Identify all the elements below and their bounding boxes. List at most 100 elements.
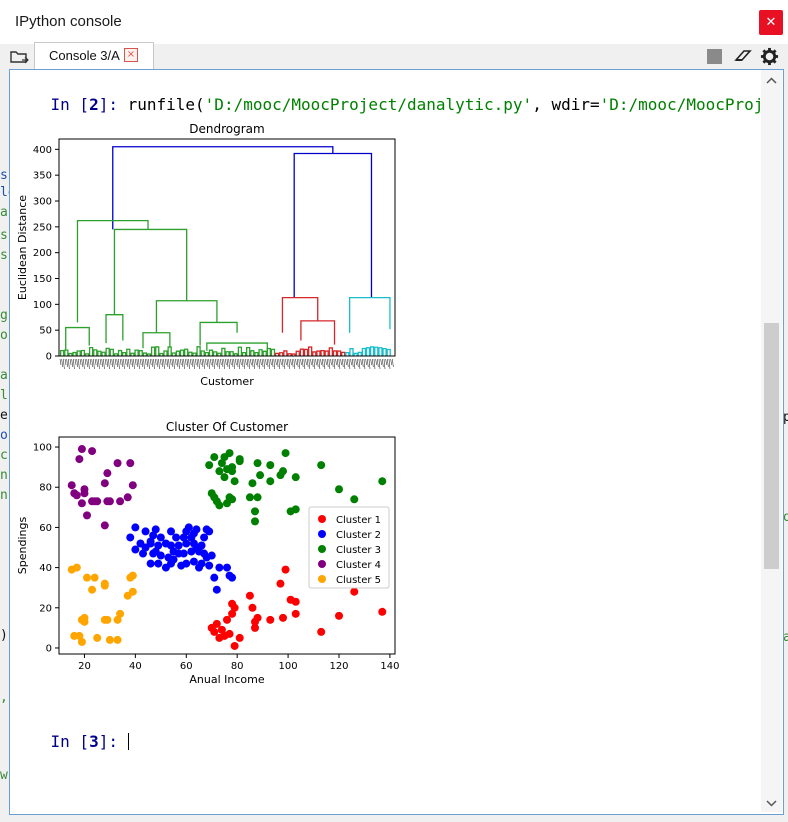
leaf-tick-label [68, 358, 70, 370]
scatter-point [189, 557, 198, 566]
legend-label: Cluster 1 [336, 515, 381, 526]
dendrogram-leaf-link [109, 348, 114, 356]
scatter-point [251, 517, 259, 526]
dendrogram-link [142, 332, 171, 349]
close-window-button[interactable]: ✕ [759, 10, 783, 35]
scroll-up-icon[interactable] [764, 73, 779, 87]
console-output[interactable]: In [2]: runfile('D:/mooc/MoocProject/dan… [9, 69, 784, 815]
scatter-point [123, 493, 132, 502]
dendrogram-link [105, 314, 124, 344]
leaf-tick-label [103, 358, 105, 370]
dendrogram-leaf-link [212, 351, 218, 356]
dendrogram-leaf-link [113, 353, 119, 356]
scatter-point [128, 587, 137, 596]
dendrogram-leaf-link [341, 351, 346, 356]
clear-icon[interactable] [733, 48, 753, 64]
scatter-point [146, 559, 155, 568]
window-titlebar: IPython console ✕ [0, 0, 788, 45]
gear-icon[interactable] [760, 47, 779, 66]
leaf-tick-label [134, 358, 137, 366]
dendrogram-link [76, 219, 149, 323]
scatter-point [167, 541, 175, 550]
stop-icon[interactable] [707, 49, 722, 64]
scatter-point [77, 445, 86, 454]
scatter-point [245, 591, 254, 600]
leaf-tick-label [169, 358, 172, 366]
scatter-point [291, 609, 300, 618]
leaf-tick-label [363, 358, 366, 370]
leaf-tick-label [148, 358, 150, 370]
code-path-string: 'D:/mooc/MoocProject/danalytic.py' [204, 95, 533, 114]
leaf-tick-label [109, 358, 112, 366]
leaf-tick-label [139, 358, 142, 366]
tab-console-3a[interactable]: Console 3/A × [34, 42, 154, 70]
leaf-tick-label [293, 358, 296, 370]
console-scrollbar[interactable] [761, 70, 782, 812]
scatter-point [161, 563, 170, 572]
dendrogram-leaf-link [279, 352, 284, 356]
scatter-point [215, 467, 224, 476]
dendrogram-leaf-link [167, 346, 172, 356]
leaf-tick-label [86, 358, 89, 368]
leaf-tick-label [149, 358, 152, 366]
leaf-tick-label [181, 358, 184, 368]
dendrogram-leaf-link [349, 348, 354, 356]
scatter-point [248, 603, 257, 612]
leaf-tick-label [266, 358, 269, 368]
chart-title: Cluster Of Customer [166, 420, 288, 434]
y-tick-label: 400 [33, 145, 52, 156]
leaf-tick-label [116, 358, 119, 368]
dendrogram-leaf-link [221, 347, 226, 356]
dendrogram-leaf-link [208, 349, 214, 356]
y-tick-label: 300 [33, 197, 52, 208]
background-editor-fragments-right: p o a [783, 410, 788, 645]
scatter-point [210, 573, 219, 582]
dendrogram-leaf-link [204, 351, 210, 356]
leaf-tick-label [248, 358, 251, 370]
tab-label: Console 3/A [49, 48, 120, 63]
dendrogram-leaf-link [134, 349, 139, 356]
leaf-tick-label [280, 358, 282, 366]
leaf-tick-label [81, 358, 84, 368]
scatter-point [75, 455, 84, 464]
browse-tabs-icon[interactable] [9, 48, 29, 65]
input-prompt-3[interactable]: In [3]: [12, 713, 129, 770]
prompt-number: 2 [89, 95, 99, 114]
dendrogram-leaf-link [303, 348, 309, 356]
leaf-tick-label [118, 358, 120, 370]
dendrogram-leaf-link [138, 350, 143, 356]
leaf-tick-label [306, 358, 309, 368]
scatter-point [197, 559, 206, 568]
leaf-tick-label [113, 358, 115, 370]
leaf-tick-label [255, 358, 257, 366]
leaf-tick-label [253, 358, 256, 370]
scatter-point [88, 447, 97, 456]
scroll-down-icon[interactable] [764, 795, 779, 809]
leaf-tick-label [370, 358, 372, 366]
scatter-point [105, 497, 114, 506]
dendrogram-leaf-link [225, 351, 230, 356]
dendrogram-leaf-link [324, 350, 329, 356]
scatter-point [350, 495, 359, 504]
leaf-tick-label [336, 358, 339, 368]
scatter-point [266, 477, 275, 486]
scatter-point [154, 541, 163, 550]
dendrogram-leaf-link [93, 349, 98, 356]
tab-close-icon[interactable]: × [124, 48, 138, 62]
legend-label: Cluster 2 [336, 530, 381, 541]
dendrogram-leaf-link [250, 350, 255, 356]
dendrogram-leaf-link [291, 353, 296, 356]
dendrogram-leaf-link [80, 349, 86, 356]
scatter-point [212, 585, 221, 594]
text-cursor [127, 733, 129, 750]
leaf-tick-label [179, 358, 182, 366]
scatter-point [116, 497, 125, 506]
leaf-tick-label [114, 358, 117, 366]
dendrogram-leaf-link [266, 347, 271, 356]
scatter-point [113, 615, 122, 624]
scatter-point [93, 497, 102, 506]
leaf-tick-label [273, 358, 276, 370]
scatter-point [105, 635, 114, 644]
scrollbar-thumb[interactable] [764, 323, 779, 569]
scatter-point [182, 559, 191, 568]
